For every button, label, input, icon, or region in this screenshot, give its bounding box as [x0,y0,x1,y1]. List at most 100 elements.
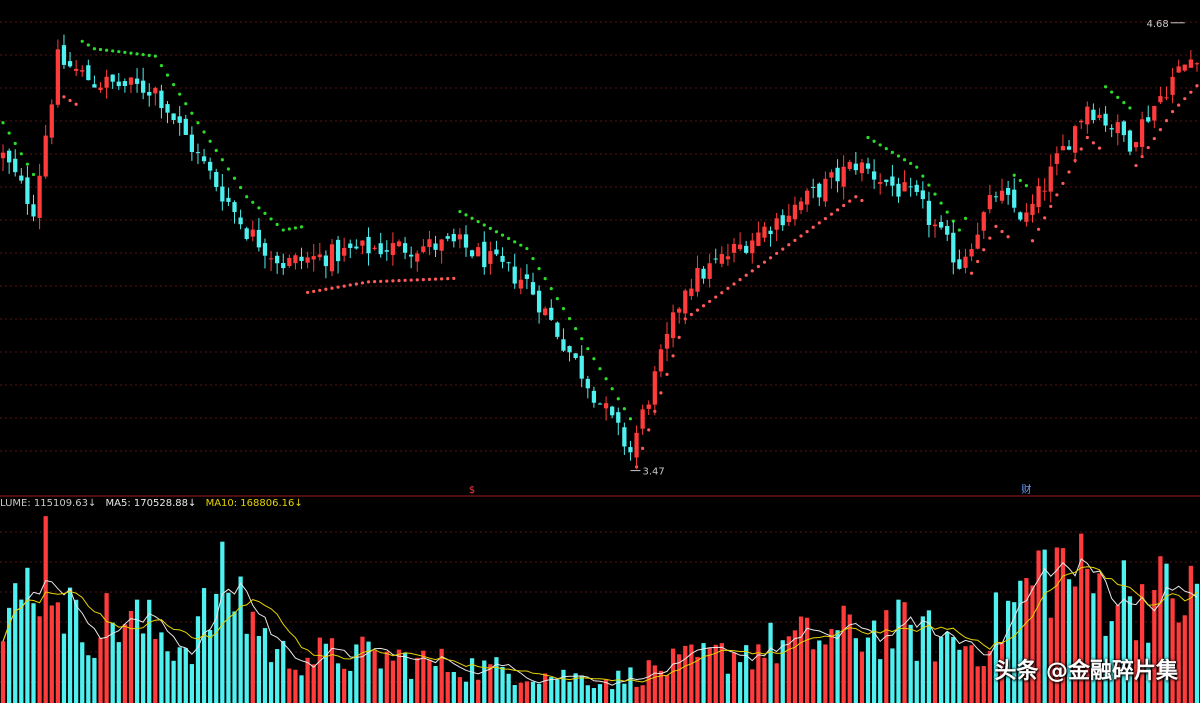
candle-body [1170,76,1175,95]
stop-dot [306,290,310,295]
candle-body [1188,59,1193,68]
stop-dot [446,277,450,281]
volume-bar [719,643,724,703]
stop-dot [586,347,590,351]
candle-body [141,80,146,93]
candle-body [323,255,329,267]
volume-bar [0,641,6,703]
volume-bar [1030,585,1035,703]
volume-bar [457,677,463,703]
candle-body [774,218,779,230]
candle-body [567,346,572,353]
volume-bar [731,652,737,703]
candle-body [421,246,426,253]
stop-dot [476,220,480,224]
candle-body [159,90,164,109]
volume-bar [975,666,980,703]
candle-body [603,403,609,409]
candle-body [275,255,280,264]
candle-body [463,234,469,248]
stop-dot [397,279,401,283]
stop-dot [720,291,724,295]
candle-body [55,49,60,105]
candle-body [415,253,420,262]
stop-dot [756,264,760,269]
volume-bar [1170,598,1175,703]
stop-dot [141,53,145,57]
stop-dot [738,278,742,282]
volume-bar [372,650,377,703]
stop-dot [342,284,346,288]
candle-body [1127,130,1133,152]
stop-dot [245,195,249,199]
candle-body [561,339,566,351]
volume-bar [981,666,986,703]
volume-bar [622,683,627,703]
volume-bar [134,599,140,703]
volume-bar [1042,549,1047,703]
candle-body [189,134,195,152]
stop-dot [866,135,870,140]
volume-bar [153,638,158,703]
candle-body [439,239,444,251]
volume-bar [1024,578,1029,703]
candle-body [945,226,950,235]
stop-dot [616,397,620,401]
volume-bar [585,685,590,703]
candle-body [506,262,511,264]
volume-bar [384,651,389,703]
stop-dot [281,228,285,232]
candle-body [311,256,316,260]
volume-bar [1005,600,1011,703]
volume-bar [220,541,225,703]
volume-bar [390,660,396,703]
candle-body [549,307,554,320]
candle-body [536,290,542,313]
volume-bar [829,629,834,703]
volume-bar [591,688,597,703]
stop-dot [701,304,706,308]
stop-dot [470,216,474,220]
candle-body [737,244,743,250]
volume-bar-series [0,516,1200,703]
volume-bar [969,645,974,703]
stop-dot [1079,147,1083,151]
stop-dot [239,185,243,190]
candle-body [713,258,718,260]
candle-body [658,349,664,372]
stop-dot [592,357,596,361]
candle-body [646,404,651,409]
candle-body [908,186,913,188]
stop-dot [7,131,11,135]
stop-dot [80,39,84,43]
volume-bar [561,669,566,703]
ma10-line [2,566,1198,683]
stop-dot [263,211,267,215]
volume-bar [762,657,767,703]
volume-bar [677,654,682,703]
volume-bar [567,681,572,703]
candle-body [153,87,158,94]
stop-dot [232,176,237,180]
candle-body [384,250,389,252]
candle-body [201,156,207,162]
candle-body [750,240,755,254]
stop-dot [220,158,224,162]
candle-body [0,152,6,159]
stop-dot [507,236,511,241]
event-marker-dollar: $ [469,485,475,496]
candle-body [707,263,712,279]
stop-dot [695,308,700,312]
volume-bar [1127,596,1133,703]
stop-dot [647,428,651,432]
candle-body [305,257,310,263]
volume-bar [287,668,292,703]
stop-dot [799,234,803,238]
volume-bar [165,651,170,703]
candle-body [859,162,865,174]
stop-dot [726,286,730,290]
stop-dot [848,199,852,203]
volume-bar [847,614,852,703]
candle-body [731,244,737,253]
